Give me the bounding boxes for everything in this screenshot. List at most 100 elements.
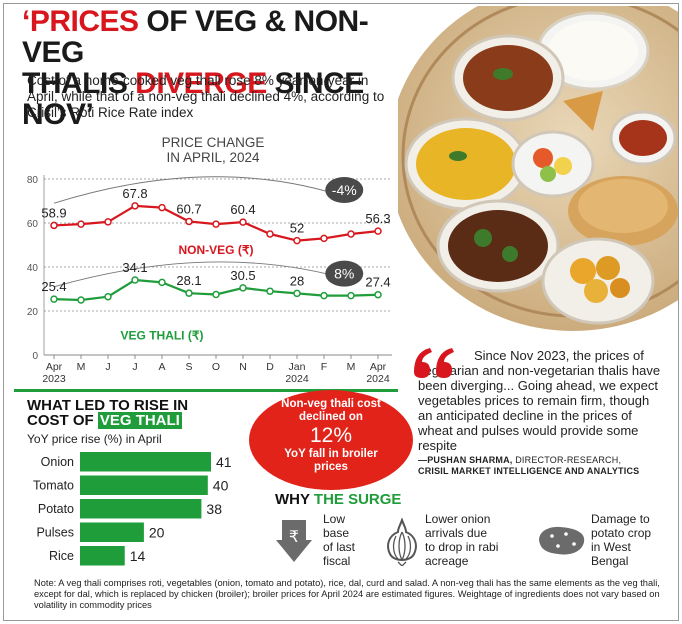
data-point: [239, 218, 247, 226]
potato-icon: [539, 526, 585, 555]
y-tick-label: 80: [27, 175, 39, 186]
reason-line: in West: [591, 540, 631, 554]
bar-category-label: Pulses: [36, 526, 74, 540]
change-badge: [325, 260, 364, 287]
bar-category-label: Potato: [38, 502, 74, 516]
bar: [80, 475, 208, 495]
x-tick-label: N: [239, 361, 247, 373]
change-badge-label: 8%: [334, 266, 354, 282]
bar-chart-svg: Onion 41 Tomato 40 Potato 38 Pulses 20 Rice 14: [33, 452, 232, 566]
bars-title-highlight: VEG THALI: [97, 412, 182, 429]
chart-points: [50, 202, 382, 304]
headline-part: DIVERGE: [135, 67, 267, 100]
data-point: [50, 221, 58, 230]
data-label: 25.4: [41, 279, 66, 294]
data-point: [50, 295, 58, 303]
bar-value-label: 41: [216, 454, 232, 470]
data-point: [320, 291, 328, 300]
bar: [80, 522, 144, 542]
bars-subtitle: YoY price rise (%) in April: [27, 432, 162, 446]
data-point: [185, 217, 193, 226]
bar-category-label: Tomato: [33, 479, 74, 493]
reason-onion: Lower onion arrivals due to drop in rabi…: [425, 512, 530, 568]
headline: ‘PRICES OF VEG & NON-VEG THALIS DIVERGE …: [22, 6, 412, 130]
footnote: Note: A veg thali comprises roti, vegeta…: [34, 578, 660, 610]
arc-line: [53, 261, 352, 288]
data-label: 27.4: [365, 275, 390, 290]
chart-data-labels: 58.9 67.8 60.7 60.4 52 56.3 25.4 34.1 28.1 30.5 28…: [41, 186, 390, 294]
reason-line: fiscal: [323, 554, 351, 568]
bar-value-label: 38: [206, 501, 222, 517]
data-point: [374, 290, 382, 299]
why-part: WHY: [275, 491, 314, 508]
data-label: 58.9: [41, 205, 66, 220]
data-point: [212, 220, 220, 228]
data-point: [185, 289, 193, 297]
data-point: [266, 230, 274, 238]
x-tick-label: J: [132, 361, 137, 373]
data-point: [347, 291, 355, 300]
svg-text:₹: ₹: [289, 527, 299, 546]
quote-org: CRISIL MARKET INTELLIGENCE AND ANALYTICS: [418, 466, 640, 476]
reason-potato: Damage to potato crop in West Bengal: [591, 512, 671, 568]
quote-mark-icon: [414, 348, 454, 378]
veg-price-rise-bar-chart: Onion 41 Tomato 40 Potato 38 Pulses 20 Rice 14: [0, 450, 250, 575]
x-tick-label: M: [347, 361, 356, 373]
data-point: [293, 289, 301, 298]
reason-low-base: Low base of last fiscal: [323, 512, 383, 568]
y-tick-label: 40: [27, 263, 39, 274]
reason-line: of last: [323, 540, 356, 554]
data-point: [158, 278, 166, 287]
x-tick-label: Jan: [289, 361, 306, 373]
veg-series-name: VEG THALI (₹): [121, 329, 204, 343]
change-badge: [325, 177, 364, 203]
expert-quote: Since Nov 2023, the prices of vegetarian…: [414, 348, 663, 477]
bar-value-label: 20: [149, 525, 165, 541]
callout-line: prices: [314, 461, 348, 473]
data-label: 28: [290, 273, 304, 288]
callout-top: Non-veg thali cost declined on: [249, 398, 413, 424]
quote-text: Since Nov 2023, the prices of vegetarian…: [418, 348, 661, 453]
data-point: [293, 236, 301, 245]
reason-line: Lower onion: [425, 512, 491, 526]
data-label: 28.1: [176, 273, 201, 288]
bars-title-line: WHAT LED TO RISE IN: [27, 397, 189, 414]
why-the-surge-heading: WHY THE SURGE: [275, 491, 401, 508]
thali-illustration: [398, 6, 678, 346]
data-point: [131, 276, 139, 284]
data-label: 52: [290, 221, 304, 236]
why-part: THE SURGE: [313, 491, 402, 508]
x-tick-label: S: [185, 361, 192, 373]
chart-subtitle: IN APRIL, 2024: [166, 150, 260, 165]
bar-value-label: 14: [130, 548, 146, 564]
data-point: [347, 230, 355, 238]
change-badge-label: -4%: [332, 182, 357, 198]
x-tick-label: J: [105, 361, 110, 373]
bars-title: WHAT LED TO RISE IN COST OF VEG THALI: [27, 397, 257, 429]
rupee-down-arrow-icon: ₹: [276, 520, 312, 562]
data-point: [104, 218, 112, 226]
reason-line: potato crop: [591, 526, 652, 540]
x-tick-label: M: [77, 361, 86, 373]
reason-line: base: [323, 526, 350, 540]
subhead: Cost of a home-cooked veg thali rose 8% …: [27, 73, 385, 120]
bars-title-line: COST OF: [27, 412, 98, 429]
y-tick-label: 60: [27, 219, 39, 230]
nonveg-series-name: NON-VEG (₹): [179, 243, 254, 257]
data-point: [158, 203, 166, 212]
x-tick-label: A: [158, 361, 165, 373]
data-point: [374, 227, 382, 235]
x-year-label: 2024: [366, 373, 390, 385]
quote-role: DIRECTOR-RESEARCH,: [512, 455, 622, 465]
callout-bottom: YoY fall in broiler prices: [249, 448, 413, 474]
data-point: [131, 202, 139, 210]
headline-part: ‘PRICES: [22, 5, 139, 38]
data-point: [212, 290, 220, 299]
data-label: 60.7: [176, 201, 201, 216]
callout-line: YoY fall in broiler: [284, 448, 378, 460]
x-tick-label: F: [321, 361, 327, 373]
x-tick-label: Apr: [46, 361, 63, 373]
data-label: 56.3: [365, 211, 390, 226]
headline-part: OF VEG & NON-VEG: [22, 5, 369, 69]
